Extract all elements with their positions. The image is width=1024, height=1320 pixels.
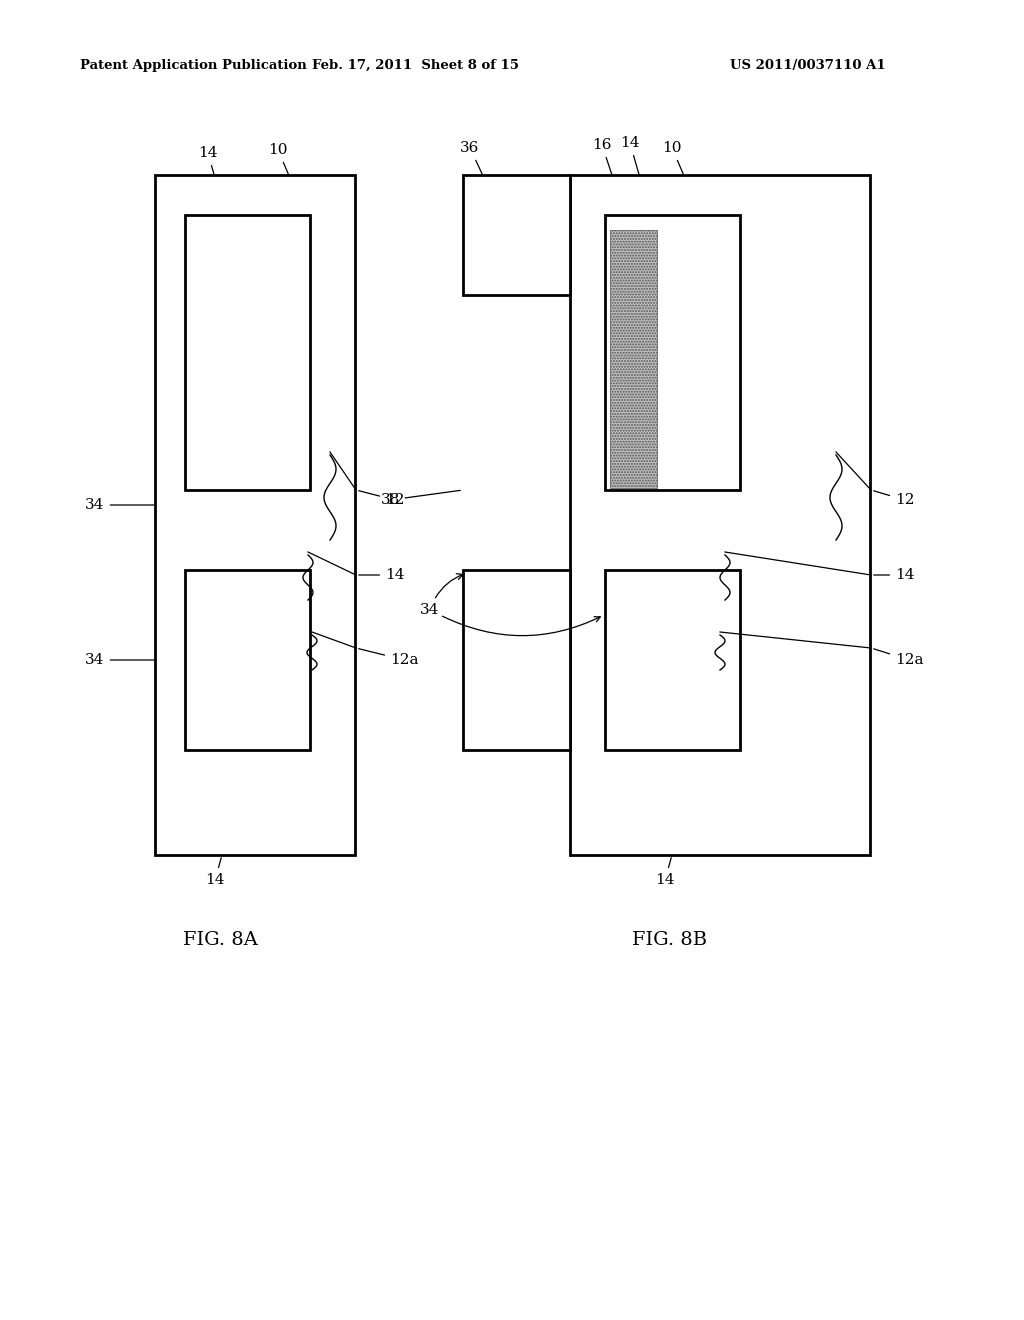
Bar [605,215,740,490]
Text: 14: 14 [205,858,224,887]
Text: 38: 38 [380,490,460,507]
Text: 12: 12 [873,491,914,507]
Text: 12a: 12a [358,648,419,667]
Text: 14: 14 [873,568,914,582]
Text: FIG. 8B: FIG. 8B [633,931,708,949]
Bar [463,570,570,750]
Bar [463,176,570,294]
Text: US 2011/0037110 A1: US 2011/0037110 A1 [730,58,886,71]
Text: Patent Application Publication: Patent Application Publication [80,58,307,71]
Text: 36: 36 [461,141,483,176]
Text: 14: 14 [199,147,218,176]
Bar [570,176,870,855]
Bar [185,570,310,750]
Text: 34: 34 [85,653,155,667]
Text: 16: 16 [592,139,612,176]
Text: 34: 34 [85,498,155,512]
Bar [605,570,740,750]
Text: 14: 14 [621,136,640,176]
Text: 10: 10 [663,141,684,176]
Text: 12: 12 [358,491,404,507]
Text: 34: 34 [420,574,463,616]
Bar [185,215,310,490]
Bar [155,176,355,855]
Text: 12a: 12a [873,649,924,667]
Text: 14: 14 [655,858,675,887]
Text: Feb. 17, 2011  Sheet 8 of 15: Feb. 17, 2011 Sheet 8 of 15 [311,58,518,71]
Bar [610,230,657,488]
Text: 10: 10 [268,143,289,176]
Text: FIG. 8A: FIG. 8A [182,931,257,949]
Text: 14: 14 [358,568,404,582]
